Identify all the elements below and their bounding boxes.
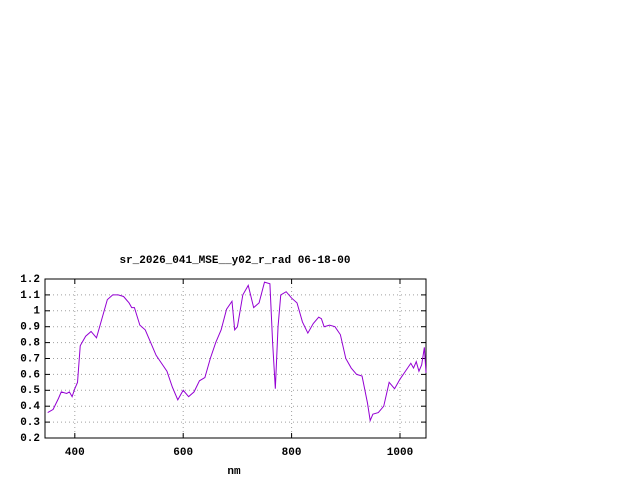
chart-title: sr_2026_041_MSE__y02_r_rad 06-18-00: [119, 255, 350, 267]
y-tick-label: 0.2: [20, 433, 40, 445]
y-tick-label: 0.5: [20, 385, 40, 397]
y-tick-label: 1: [33, 306, 40, 318]
x-tick-label: 400: [65, 447, 85, 459]
y-tick-label: 0.6: [20, 369, 40, 381]
x-axis-label: nm: [227, 466, 241, 478]
x-tick-label: 1000: [387, 447, 413, 459]
x-tick-label: 600: [173, 447, 193, 459]
y-tick-label: 0.7: [20, 353, 40, 365]
y-tick-label: 1.1: [20, 290, 40, 302]
x-tick-label: 800: [282, 447, 302, 459]
y-tick-label: 0.8: [20, 338, 40, 350]
y-tick-label: 1.2: [20, 274, 40, 286]
plot-border: [44, 278, 427, 439]
y-tick-label: 0.3: [20, 417, 40, 429]
data-line: [47, 281, 427, 423]
y-tick-label: 0.4: [20, 401, 40, 413]
y-tick-label: 0.9: [20, 322, 40, 334]
